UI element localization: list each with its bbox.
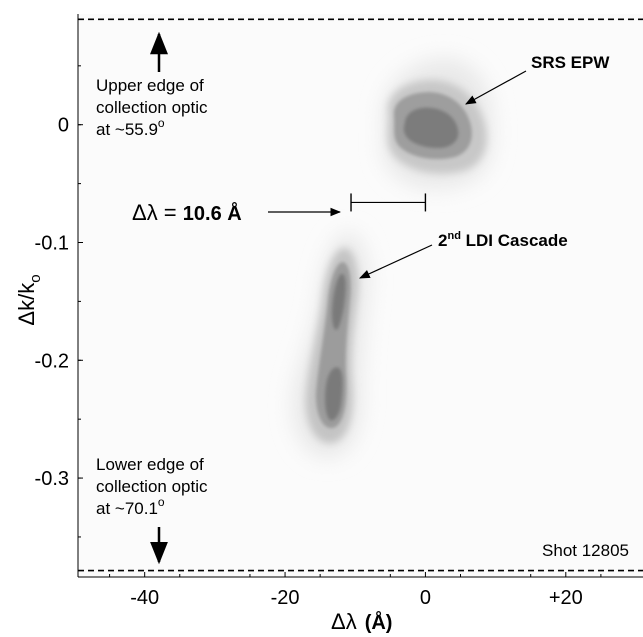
y-axis-title-main: Δk/k [14, 282, 39, 326]
upper-edge-text: Upper edge of collection optic at ~55.9o [96, 76, 212, 139]
upper-edge-degree: o [158, 116, 165, 130]
boundary-lines [78, 18, 643, 572]
ldi-core-lower [325, 367, 343, 421]
lower-edge-line-1: Lower edge of [96, 455, 204, 474]
x-tick-label-3: +20 [549, 587, 583, 609]
y-tick-label-0: 0 [58, 115, 69, 137]
lower-edge-text: Lower edge of collection optic at ~70.1o [96, 455, 212, 518]
x-ticks: -40 -20 0 +20 [109, 572, 602, 609]
delta-lambda-label: Δλ = 10.6 Å [132, 200, 242, 225]
y-tick-label-1: -0.1 [35, 232, 69, 254]
ldi-label-post: LDI Cascade [461, 231, 568, 250]
srs-epw-label: SRS EPW [531, 53, 610, 72]
y-axis-title-sub: o [27, 274, 44, 282]
srs-epw-core [403, 107, 459, 148]
x-tick-label-2: 0 [420, 587, 431, 609]
ldi-label: 2nd LDI Cascade [438, 230, 568, 250]
delta-lambda-prefix: Δλ = [132, 200, 183, 225]
x-tick-label-0: -40 [130, 587, 159, 609]
x-axis-title-unit: (Å) [365, 610, 393, 634]
ldi-label-sup: nd [447, 230, 460, 242]
upper-edge-line-2: collection optic [96, 98, 208, 117]
delta-lambda-value: 10.6 Å [183, 201, 242, 225]
ldi-pointer [359, 244, 433, 279]
y-ticks: 0 -0.1 -0.2 -0.3 [35, 65, 83, 538]
lower-edge-line-3: at ~70.1 [96, 499, 158, 518]
lower-edge-degree: o [158, 495, 165, 509]
srs-epw-feature [381, 57, 494, 190]
x-axis-title: Δλ (Å) [331, 609, 392, 634]
ldi-core-upper [332, 273, 346, 330]
x-axis-title-delta: Δλ [331, 609, 357, 634]
y-tick-label-3: -0.3 [35, 468, 69, 490]
shot-label: Shot 12805 [542, 541, 629, 560]
lower-edge-line-2: collection optic [96, 477, 208, 496]
upper-edge-line-3: at ~55.9 [96, 120, 158, 139]
y-tick-label-2: -0.2 [35, 350, 69, 372]
x-tick-label-1: -20 [271, 587, 300, 609]
srs-epw-pointer [465, 70, 527, 105]
y-axis-title: Δk/ko [14, 274, 44, 325]
ldi-cascade-feature [291, 231, 370, 459]
upper-edge-line-1: Upper edge of [96, 76, 204, 95]
separation-bar [350, 193, 427, 212]
ldi-label-pre: 2 [438, 231, 447, 250]
